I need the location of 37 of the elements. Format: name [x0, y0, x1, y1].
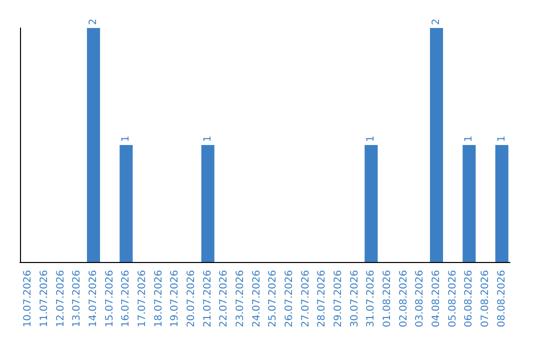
- x-tick-label: 17.07.2026: [137, 270, 148, 328]
- x-tick-label: 23.07.2026: [235, 270, 246, 328]
- data-label: 1: [496, 136, 508, 142]
- x-tick-label: 08.08.2026: [496, 270, 508, 328]
- data-label: 2: [431, 18, 442, 25]
- x-tick-label: 18.07.2026: [153, 270, 164, 328]
- x-tick-label: 10.07.2026: [22, 270, 34, 328]
- x-tick-label: 15.07.2026: [104, 270, 116, 328]
- x-tick-label: 04.08.2026: [431, 270, 442, 328]
- x-tick-label: 13.07.2026: [72, 270, 83, 328]
- x-tick-label: 21.07.2026: [202, 270, 214, 328]
- x-tick-label: 20.07.2026: [186, 270, 197, 328]
- x-tick-label: 12.07.2026: [55, 270, 66, 328]
- x-tick-label: 22.07.2026: [218, 270, 230, 328]
- x-tick-label: 05.08.2026: [447, 270, 458, 328]
- x-tick-label: 11.07.2026: [39, 270, 50, 328]
- x-tick-label: 28.07.2026: [316, 270, 328, 328]
- data-label: 1: [120, 136, 132, 142]
- data-label: 1: [366, 136, 377, 142]
- x-tick-label: 29.07.2026: [333, 270, 344, 328]
- x-tick-label: 27.07.2026: [300, 270, 312, 328]
- x-tick-label: 26.07.2026: [284, 270, 295, 328]
- x-tick-label: 06.08.2026: [464, 270, 475, 328]
- x-tick-label: 24.07.2026: [251, 270, 262, 328]
- x-tick-label: 16.07.2026: [120, 270, 132, 328]
- x-tick-label: 19.07.2026: [170, 270, 181, 328]
- x-tick-label: 14.07.2026: [88, 270, 99, 328]
- data-label: 1: [464, 136, 475, 142]
- x-tick-label: 01.08.2026: [382, 270, 393, 328]
- x-tick-label: 30.07.2026: [349, 270, 360, 328]
- data-label: 2: [88, 18, 99, 25]
- data-label: 1: [202, 136, 214, 142]
- x-tick-label: 02.08.2026: [398, 270, 410, 328]
- x-tick-label: 25.07.2026: [268, 270, 279, 328]
- x-tick-label: 03.08.2026: [414, 270, 426, 328]
- x-tick-label: 31.07.2026: [366, 270, 377, 328]
- x-tick-label: 07.08.2026: [480, 270, 491, 328]
